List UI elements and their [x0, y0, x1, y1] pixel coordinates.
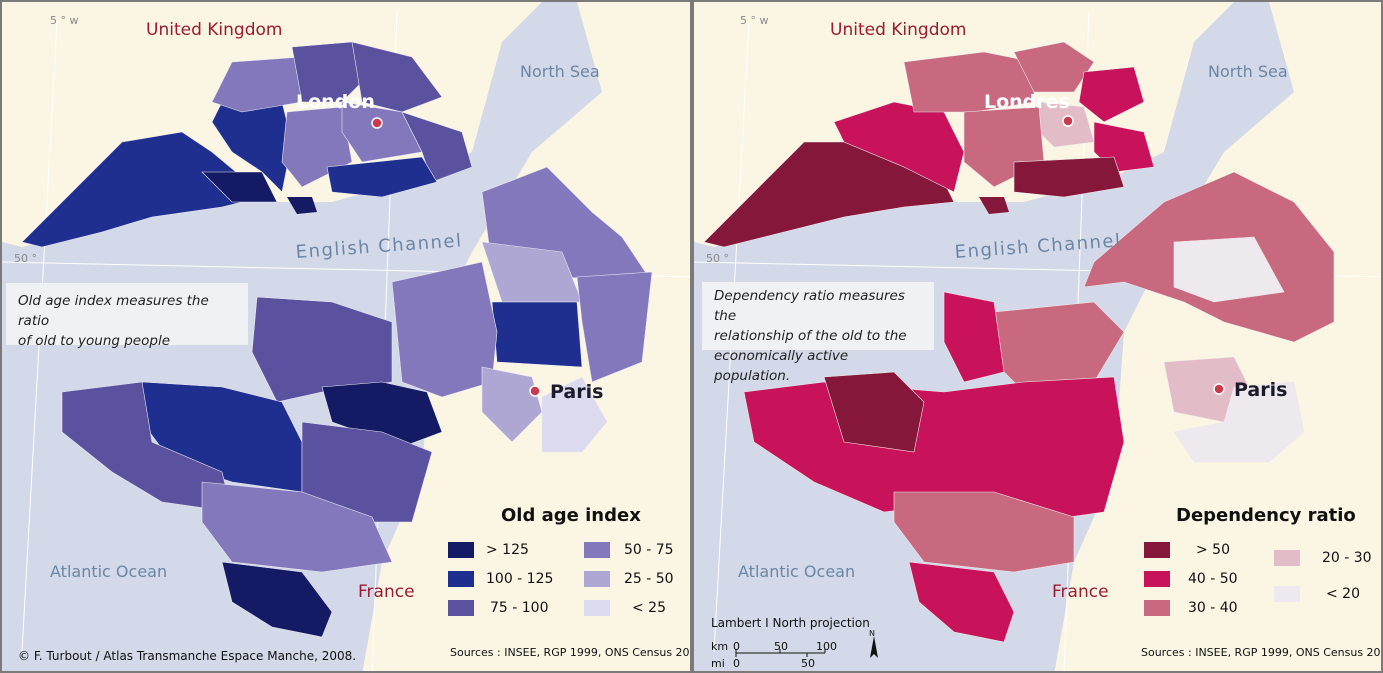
uk-region-isle-of-wight: [979, 197, 1009, 214]
paris-label: Paris: [550, 381, 604, 403]
legend-label-30-40: 30 - 40: [1188, 600, 1238, 616]
legend-label-25-50: 25 - 50: [624, 571, 674, 587]
legend-label-50-75: 50 - 75: [624, 542, 674, 558]
paris-dot: [1213, 383, 1225, 395]
london-dot: [371, 117, 383, 129]
uk-region-gloucestershire: [211, 56, 303, 113]
legend-swatch-lt25: [584, 600, 610, 616]
londres-dot: [1062, 115, 1074, 127]
legend-swatch-20-30: [1274, 550, 1300, 566]
legend-label-75-100: 75 - 100: [490, 600, 549, 616]
fr-region-vendee: [908, 561, 1015, 643]
uk-region-essex: [1078, 66, 1145, 123]
dependency-ratio-map-panel: 5 ° w 50 ° United Kingdom North Sea Engl…: [692, 0, 1383, 673]
uk-region-surrey: [341, 101, 423, 163]
old-age-index-map-panel: 5 ° w 50 ° United Kingdom North Sea Engl…: [0, 0, 692, 673]
legend-swatch-30-40: [1144, 600, 1170, 616]
note-line-1: Dependency ratio measures the: [714, 288, 905, 324]
fr-region-eure: [391, 261, 498, 398]
fr-region-manche: [943, 291, 1005, 383]
scale-km-50: 50: [774, 640, 788, 653]
dependency-ratio-map: [694, 2, 1381, 671]
legend-label-40-50: 40 - 50: [1188, 571, 1238, 587]
legend-swatch-50-75: [584, 542, 610, 558]
legend-label-lt20: < 20: [1326, 586, 1360, 602]
credit-text: © F. Turbout / Atlas Transmanche Espace …: [18, 649, 357, 663]
legend-label-gt50: > 50: [1196, 542, 1230, 558]
north-arrow-icon: [870, 636, 878, 658]
londres-label: Londres: [984, 91, 1070, 113]
legend-title: Dependency ratio: [1176, 505, 1356, 526]
note-line-1: Old age index measures the ratio: [18, 293, 209, 329]
scale-km-100: 100: [816, 640, 837, 653]
uk-region-cornwall-devon: [703, 141, 955, 248]
longitude-label: 5 ° w: [50, 14, 79, 27]
uk-region-essex: [351, 41, 443, 113]
legend-swatch-40-50: [1144, 571, 1170, 587]
legend-swatch-25-50: [584, 571, 610, 587]
fr-region-orne: [321, 381, 443, 448]
latitude-label: 50 °: [706, 252, 729, 265]
legend-swatch-lt20: [1274, 586, 1300, 602]
note-line-3: economically active population.: [714, 348, 849, 384]
legend-swatch-75-100: [448, 600, 474, 616]
france-label: France: [358, 582, 415, 602]
longitude-label: 5 ° w: [740, 14, 769, 27]
fr-region-essonne: [1173, 381, 1305, 463]
projection-label: Lambert I North projection: [711, 616, 870, 630]
dependency-ratio-note: Dependency ratio measures the relationsh…: [702, 282, 934, 384]
atlantic-ocean-label: Atlantic Ocean: [50, 562, 168, 581]
uk-region-gloucestershire: [903, 51, 1035, 113]
uk-region-somerset: [211, 101, 293, 193]
london-label: London: [296, 91, 375, 113]
uk-region-somerset: [833, 101, 965, 193]
old-age-index-map: [2, 2, 690, 671]
paris-dot: [529, 385, 541, 397]
latitude-label: 50 °: [14, 252, 37, 265]
legend-swatch-100-125: [448, 571, 474, 587]
legend-label-lt25: < 25: [632, 600, 666, 616]
france-label: France: [1052, 582, 1109, 602]
united-kingdom-label: United Kingdom: [830, 20, 967, 40]
scale-mi-label: mi: [711, 657, 725, 670]
uk-region-oxfordshire: [291, 41, 363, 103]
paris-label: Paris: [1234, 379, 1288, 401]
sources-text: Sources : INSEE, RGP 1999, ONS Census 20…: [450, 646, 692, 659]
fr-region-val-doise: [491, 301, 583, 368]
note-line-2: relationship of the old to the: [714, 328, 907, 344]
old-age-index-note: Old age index measures the ratio of old …: [6, 283, 248, 349]
fr-region-cotes-darmor: [823, 371, 925, 453]
legend-label-100-125: 100 - 125: [486, 571, 554, 587]
scale-km-0: 0: [733, 640, 740, 653]
scale-mi-0: 0: [733, 657, 740, 670]
note-line-2: of old to young people: [18, 333, 171, 349]
north-arrow-label: N: [869, 629, 875, 638]
uk-region-isle-of-wight: [287, 197, 317, 214]
atlantic-ocean-label: Atlantic Ocean: [738, 562, 856, 581]
fr-region-marne: [576, 271, 653, 383]
uk-region-kent: [401, 111, 473, 183]
united-kingdom-label: United Kingdom: [146, 20, 283, 40]
fr-region-essonne: [541, 376, 608, 453]
uk-region-sussex: [326, 156, 438, 198]
north-sea-label: North Sea: [1208, 62, 1288, 81]
legend-label-gt125: > 125: [486, 542, 529, 558]
legend-swatch-gt125: [448, 542, 474, 558]
fr-region-loire-atlantique: [201, 481, 393, 573]
north-sea-label: North Sea: [520, 62, 600, 81]
scale-mi-50: 50: [801, 657, 815, 670]
uk-region-dorset: [201, 171, 278, 203]
legend-title: Old age index: [501, 505, 641, 526]
legend-label-20-30: 20 - 30: [1322, 550, 1372, 566]
fr-region-loire-atlantique: [893, 491, 1075, 573]
scale-km-label: km: [711, 640, 729, 653]
sources-text: Sources : INSEE, RGP 1999, ONS Census 20…: [1141, 646, 1383, 659]
fr-region-yvelines: [481, 366, 543, 443]
uk-region-sussex: [1013, 156, 1125, 198]
legend-swatch-gt50: [1144, 542, 1170, 558]
fr-region-vendee: [221, 561, 333, 638]
france-landmass: [1054, 2, 1381, 671]
fr-region-oise: [1173, 236, 1285, 303]
